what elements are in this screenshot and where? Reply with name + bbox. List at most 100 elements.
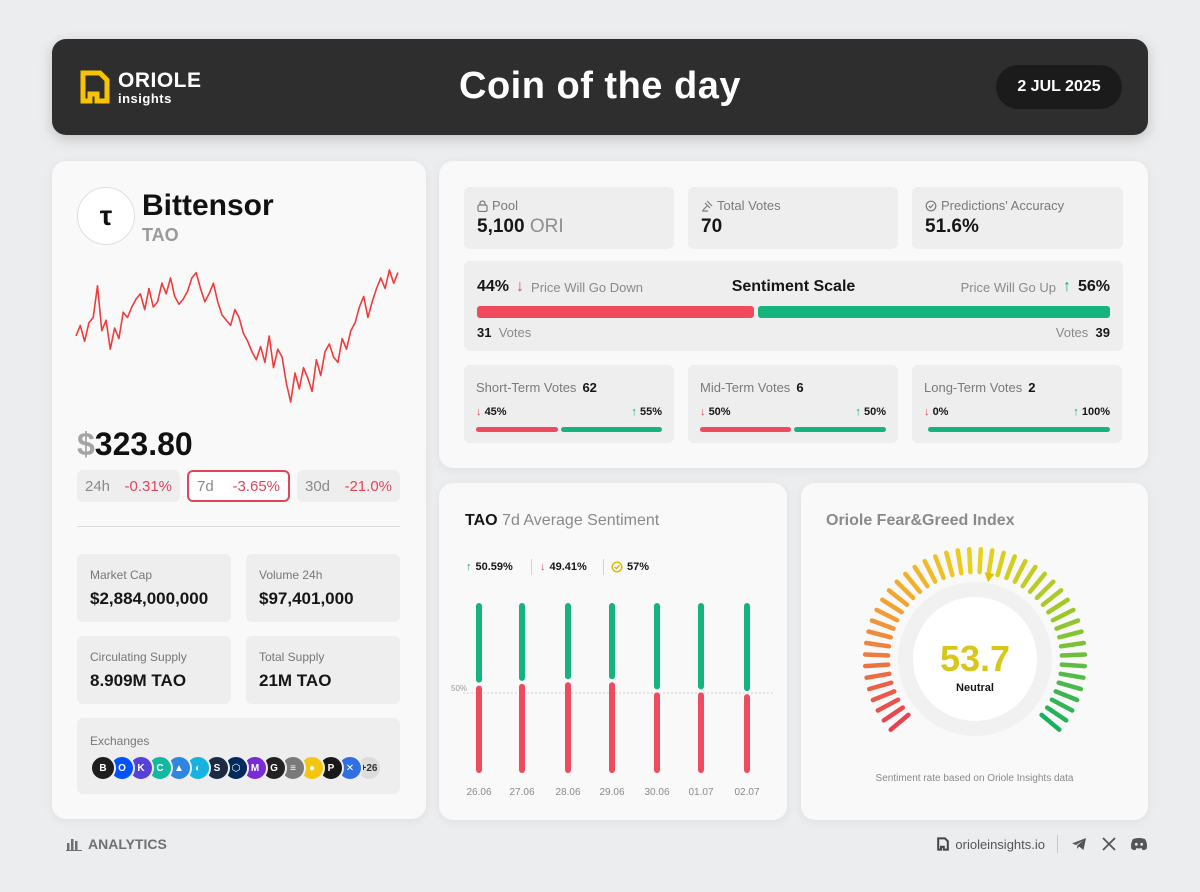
arrow-up-icon: ↑ xyxy=(855,406,861,418)
arrow-up-icon: ↑ xyxy=(1073,406,1079,418)
gauge-tick xyxy=(862,662,891,669)
term-up-bar xyxy=(794,427,886,432)
change-label: 7d xyxy=(197,477,214,495)
bar-down xyxy=(744,694,750,773)
x-tick-label: 01.07 xyxy=(688,787,713,798)
bar-down xyxy=(565,682,571,773)
gauge-tick xyxy=(1040,588,1064,607)
coin-card: τ Bittensor TAO $323.80 24h -0.31% 7d -3… xyxy=(52,161,426,819)
change-7d-tab[interactable]: 7d -3.65% xyxy=(187,470,290,502)
gauge-tick xyxy=(1058,640,1087,649)
change-label: 30d xyxy=(305,477,331,495)
gauge-tick xyxy=(870,689,897,703)
x-tick-label: 29.06 xyxy=(599,787,624,798)
term-title: Short-Term Votes 62 xyxy=(476,380,597,395)
gauge-tick xyxy=(888,712,911,732)
fear-greed-value: 53.7 xyxy=(940,638,1010,679)
x-tick-label: 27.06 xyxy=(509,787,534,798)
pool-label: Pool xyxy=(492,198,519,213)
term-up-pct: 50% xyxy=(863,406,886,418)
discord-icon[interactable] xyxy=(1130,835,1148,853)
website-url: orioleinsights.io xyxy=(955,836,1045,852)
term-title: Mid-Term Votes 6 xyxy=(700,380,804,395)
exchanges-box: Exchanges B O K C ▲ ◐ S ⬡ M G ≡ ● P ✕ +26 xyxy=(77,718,400,794)
total-votes-metric: Total Votes 70 xyxy=(688,187,898,249)
term-down: ↓ 50% xyxy=(700,406,731,418)
gauge-tick xyxy=(995,550,1006,578)
term-down-pct: 45% xyxy=(484,406,507,418)
gauge-face xyxy=(913,597,1037,721)
price-value: 323.80 xyxy=(94,426,193,462)
legend-down: ↓ 49.41% xyxy=(540,561,587,573)
gauge-tick xyxy=(1046,597,1070,615)
sentiment-up-label: Price Will Go Up xyxy=(960,279,1056,295)
gauge-tick xyxy=(1004,554,1017,581)
bar-down xyxy=(519,683,525,773)
legend-divider xyxy=(603,559,604,575)
bar-up xyxy=(609,603,615,680)
oriole-logo[interactable]: ORIOLE insights xyxy=(80,67,220,107)
term-down: ↓ 45% xyxy=(476,406,507,418)
footer-links: orioleinsights.io xyxy=(937,832,1148,856)
stat-label: Volume 24h xyxy=(259,568,323,582)
bar-up xyxy=(744,603,750,692)
sparkline-path xyxy=(75,269,399,403)
pool-unit: ORI xyxy=(529,216,564,237)
oriole-logo-icon xyxy=(80,70,110,104)
gauge-tick xyxy=(1054,618,1081,631)
x-twitter-icon[interactable] xyxy=(1100,835,1118,853)
x-tick-label: 26.06 xyxy=(466,787,491,798)
gauge-tick xyxy=(874,607,900,623)
gauge-tick xyxy=(886,588,910,607)
gauge-tick xyxy=(1034,579,1056,601)
arrow-down-icon: ↓ xyxy=(540,561,546,573)
website-link[interactable]: orioleinsights.io xyxy=(937,837,1045,852)
exchanges-label: Exchanges xyxy=(90,734,150,748)
sentiment-down-group: 44% ↓ Price Will Go Down xyxy=(477,278,643,296)
term-title: Long-Term Votes 2 xyxy=(924,380,1036,395)
total-votes-value: 70 xyxy=(701,216,723,237)
term-up: ↑ 50% xyxy=(855,406,886,418)
term-count: 62 xyxy=(582,380,597,395)
vote-icon xyxy=(702,200,713,212)
market-cap-stat: Market Cap $2,884,000,000 xyxy=(77,554,231,622)
price-sparkline xyxy=(75,269,399,403)
change-24h-tab[interactable]: 24h -0.31% xyxy=(77,470,180,502)
price-currency: $ xyxy=(77,426,95,462)
gauge-pointer-icon xyxy=(984,572,995,583)
total-supply-stat: Total Supply 21M TAO xyxy=(246,636,400,704)
weekly-sentiment-card: TAO 7d Average Sentiment ↑ 50.59% ↓ 49.41%… xyxy=(439,483,787,820)
exchange-icon[interactable]: B xyxy=(90,755,116,781)
term-up-pct: 100% xyxy=(1081,406,1110,418)
gauge-tick xyxy=(1056,680,1084,692)
weekly-bar-chart: 50% 26.06 27.06 28.06 29.06 30.06 01.07 02.07 xyxy=(451,603,773,798)
term-label: Mid-Term Votes xyxy=(700,380,791,395)
legend-divider xyxy=(531,559,532,575)
term-count: 2 xyxy=(1028,380,1036,395)
telegram-icon[interactable] xyxy=(1070,835,1088,853)
term-count: 6 xyxy=(796,380,804,395)
change-30d-tab[interactable]: 30d -21.0% xyxy=(297,470,400,502)
sentiment-up-bar xyxy=(758,306,1110,318)
gauge-tick xyxy=(866,629,893,640)
coin-logo: τ xyxy=(77,187,135,245)
gauge-tick xyxy=(1053,689,1080,703)
arrow-up-icon: ↑ xyxy=(466,561,472,573)
fear-greed-gauge: 53.7 Neutral xyxy=(862,546,1088,736)
page-title: Coin of the day xyxy=(459,65,741,107)
sentiment-down-pct: 44% xyxy=(477,278,510,295)
weekly-title: TAO 7d Average Sentiment xyxy=(465,512,659,530)
date-badge: 2 JUL 2025 xyxy=(996,65,1122,109)
term-up: ↑ 100% xyxy=(1073,406,1110,418)
term-up: ↑ 55% xyxy=(631,406,662,418)
coin-ticker: TAO xyxy=(142,225,179,245)
change-value: -0.31% xyxy=(124,477,172,495)
x-tick-label: 02.07 xyxy=(734,787,759,798)
accuracy-label-row: Predictions' Accuracy xyxy=(925,198,1110,213)
x-tick-label: 28.06 xyxy=(555,787,580,798)
brand-name: ORIOLE xyxy=(118,68,202,92)
pool-metric: Pool 5,100 ORI xyxy=(464,187,674,249)
stat-label: Circulating Supply xyxy=(90,650,187,664)
gauge-tick xyxy=(1059,662,1088,669)
midline-label: 50% xyxy=(451,684,467,693)
